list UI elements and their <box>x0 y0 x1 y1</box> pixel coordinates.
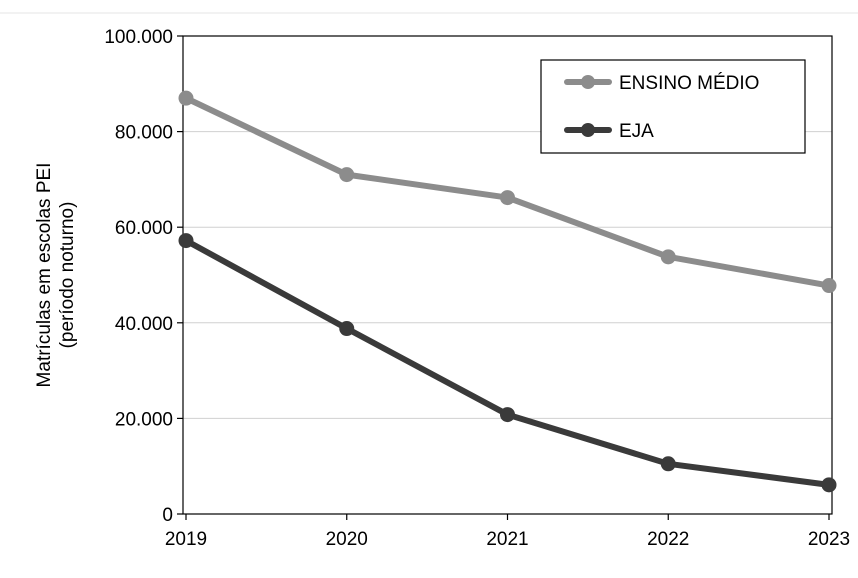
y-axis-title-line-1: Matrículas em escolas PEI <box>34 163 55 388</box>
y-axis-title-line-2: (período noturno) <box>57 202 78 349</box>
data-point-eja <box>500 407 515 423</box>
data-point-eja <box>178 233 194 249</box>
data-point-ensino-medio <box>500 190 515 206</box>
data-point-eja <box>821 477 837 493</box>
x-tick-label: 2022 <box>647 529 689 550</box>
legend-marker-ensino-medio <box>581 75 595 89</box>
y-tick-label: 20.000 <box>115 409 173 430</box>
series-lines <box>178 90 837 493</box>
series-line-eja <box>183 237 832 488</box>
legend-label-ensino-medio: ENSINO MÉDIO <box>619 73 759 94</box>
y-tick-label: 80.000 <box>115 123 173 144</box>
data-point-ensino-medio <box>821 278 837 294</box>
legend-marker-eja <box>581 123 595 137</box>
x-tick-label: 2021 <box>486 529 528 550</box>
legend: ENSINO MÉDIO EJA <box>540 59 806 154</box>
y-tick-label: 100.000 <box>104 27 173 48</box>
y-tick-label: 0 <box>162 505 173 526</box>
data-point-ensino-medio <box>178 90 194 106</box>
data-point-ensino-medio <box>660 249 676 265</box>
y-axis-ticks: 0 20.000 40.000 60.000 80.000 100.000 <box>104 27 183 526</box>
data-point-eja <box>339 321 355 337</box>
legend-label-eja: EJA <box>619 121 654 142</box>
legend-box <box>540 59 806 154</box>
gridlines <box>183 131 832 419</box>
x-tick-label: 2019 <box>165 529 207 550</box>
x-axis-ticks: 2019 2020 2021 2022 2023 <box>165 514 850 550</box>
data-point-ensino-medio <box>339 167 355 183</box>
x-tick-label: 2023 <box>808 529 850 550</box>
data-point-eja <box>660 456 676 472</box>
x-tick-label: 2020 <box>326 529 368 550</box>
y-tick-label: 40.000 <box>115 314 173 335</box>
y-tick-label: 60.000 <box>115 218 173 239</box>
